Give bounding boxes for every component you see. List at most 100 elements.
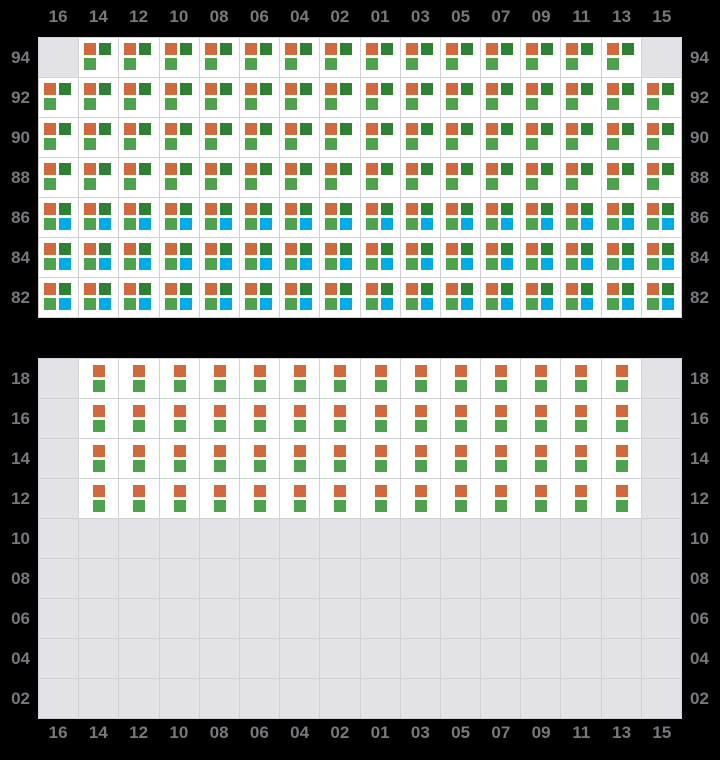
seat-light-green-icon[interactable] xyxy=(285,98,298,110)
seat-orange-icon[interactable] xyxy=(445,123,458,135)
seat-blue-icon[interactable] xyxy=(380,298,393,310)
seat-cell[interactable] xyxy=(481,198,521,237)
seat-orange-icon[interactable] xyxy=(535,405,548,417)
seat-orange-icon[interactable] xyxy=(615,485,628,497)
seat-dark-green-icon[interactable] xyxy=(541,43,554,55)
seat-light-green-icon[interactable] xyxy=(365,58,378,70)
seat-dark-green-icon[interactable] xyxy=(581,123,594,135)
seat-cell[interactable] xyxy=(79,38,119,77)
seat-orange-icon[interactable] xyxy=(405,43,418,55)
seat-cell[interactable] xyxy=(440,399,481,438)
seat-light-green-icon[interactable] xyxy=(334,420,347,432)
seat-light-green-icon[interactable] xyxy=(365,298,378,310)
seat-blue-icon[interactable] xyxy=(661,258,674,270)
seat-orange-icon[interactable] xyxy=(365,83,378,95)
seat-light-green-icon[interactable] xyxy=(204,98,217,110)
seat-orange-icon[interactable] xyxy=(173,485,186,497)
seat-orange-icon[interactable] xyxy=(124,283,137,295)
seat-light-green-icon[interactable] xyxy=(606,98,619,110)
seat-dark-green-icon[interactable] xyxy=(300,163,313,175)
seat-cell[interactable] xyxy=(561,399,601,438)
seat-cell[interactable] xyxy=(39,198,79,237)
seat-cell[interactable] xyxy=(521,38,561,77)
seat-dark-green-icon[interactable] xyxy=(420,123,433,135)
seat-cell[interactable] xyxy=(360,118,400,157)
seat-cell[interactable] xyxy=(79,238,119,277)
seat-cell[interactable] xyxy=(360,399,400,438)
seat-orange-icon[interactable] xyxy=(646,83,659,95)
seat-dark-green-icon[interactable] xyxy=(541,243,554,255)
seat-cell[interactable] xyxy=(280,78,320,117)
seat-cell[interactable] xyxy=(360,158,400,197)
seat-orange-icon[interactable] xyxy=(414,405,427,417)
seat-blue-icon[interactable] xyxy=(621,218,634,230)
seat-blue-icon[interactable] xyxy=(300,298,313,310)
seat-dark-green-icon[interactable] xyxy=(99,243,112,255)
seat-orange-icon[interactable] xyxy=(615,405,628,417)
seat-dark-green-icon[interactable] xyxy=(300,203,313,215)
seat-cell[interactable] xyxy=(521,238,561,277)
seat-cell[interactable] xyxy=(521,359,561,398)
seat-light-green-icon[interactable] xyxy=(253,380,266,392)
seat-orange-icon[interactable] xyxy=(294,445,307,457)
seat-orange-icon[interactable] xyxy=(213,485,226,497)
seat-blue-icon[interactable] xyxy=(420,218,433,230)
seat-cell[interactable] xyxy=(280,399,320,438)
seat-cell[interactable] xyxy=(440,238,481,277)
seat-light-green-icon[interactable] xyxy=(486,178,499,190)
seat-orange-icon[interactable] xyxy=(204,243,217,255)
seat-light-green-icon[interactable] xyxy=(124,98,137,110)
seat-orange-icon[interactable] xyxy=(405,163,418,175)
seat-orange-icon[interactable] xyxy=(164,203,177,215)
seat-orange-icon[interactable] xyxy=(244,203,257,215)
seat-cell[interactable] xyxy=(521,439,561,478)
seat-cell[interactable] xyxy=(159,399,199,438)
seat-blue-icon[interactable] xyxy=(460,298,473,310)
seat-light-green-icon[interactable] xyxy=(526,258,539,270)
seat-light-green-icon[interactable] xyxy=(615,380,628,392)
seat-light-green-icon[interactable] xyxy=(414,420,427,432)
seat-cell[interactable] xyxy=(481,278,521,317)
seat-orange-icon[interactable] xyxy=(486,163,499,175)
seat-dark-green-icon[interactable] xyxy=(179,203,192,215)
seat-dark-green-icon[interactable] xyxy=(380,43,393,55)
seat-dark-green-icon[interactable] xyxy=(259,123,272,135)
seat-light-green-icon[interactable] xyxy=(44,98,56,110)
seat-light-green-icon[interactable] xyxy=(244,298,257,310)
seat-cell[interactable] xyxy=(440,198,481,237)
seat-dark-green-icon[interactable] xyxy=(541,123,554,135)
seat-orange-icon[interactable] xyxy=(204,83,217,95)
seat-dark-green-icon[interactable] xyxy=(380,163,393,175)
seat-orange-icon[interactable] xyxy=(405,83,418,95)
seat-light-green-icon[interactable] xyxy=(213,420,226,432)
seat-cell[interactable] xyxy=(400,479,440,518)
seat-cell[interactable] xyxy=(641,238,681,277)
seat-orange-icon[interactable] xyxy=(445,283,458,295)
seat-blue-icon[interactable] xyxy=(259,258,272,270)
seat-cell[interactable] xyxy=(280,238,320,277)
seat-dark-green-icon[interactable] xyxy=(621,43,634,55)
seat-blue-icon[interactable] xyxy=(340,258,353,270)
seat-dark-green-icon[interactable] xyxy=(581,203,594,215)
seat-cell[interactable] xyxy=(159,238,199,277)
seat-blue-icon[interactable] xyxy=(219,218,232,230)
seat-orange-icon[interactable] xyxy=(133,405,146,417)
seat-light-green-icon[interactable] xyxy=(294,460,307,472)
seat-cell[interactable] xyxy=(400,439,440,478)
seat-orange-icon[interactable] xyxy=(285,203,298,215)
seat-dark-green-icon[interactable] xyxy=(219,163,232,175)
seat-orange-icon[interactable] xyxy=(365,43,378,55)
seat-orange-icon[interactable] xyxy=(294,365,307,377)
seat-cell[interactable] xyxy=(521,278,561,317)
seat-orange-icon[interactable] xyxy=(365,203,378,215)
seat-orange-icon[interactable] xyxy=(213,405,226,417)
seat-orange-icon[interactable] xyxy=(445,203,458,215)
seat-orange-icon[interactable] xyxy=(204,283,217,295)
seat-orange-icon[interactable] xyxy=(535,445,548,457)
seat-orange-icon[interactable] xyxy=(646,123,659,135)
seat-light-green-icon[interactable] xyxy=(495,420,508,432)
seat-cell[interactable] xyxy=(199,118,239,157)
seat-orange-icon[interactable] xyxy=(253,405,266,417)
seat-dark-green-icon[interactable] xyxy=(621,123,634,135)
seat-orange-icon[interactable] xyxy=(164,43,177,55)
